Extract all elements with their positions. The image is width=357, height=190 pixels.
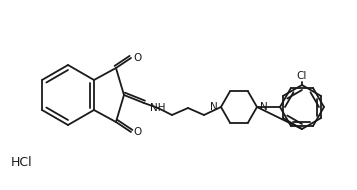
Text: N: N: [210, 102, 218, 112]
Text: HCl: HCl: [11, 155, 33, 169]
Text: N: N: [260, 102, 268, 112]
Text: O: O: [133, 53, 141, 63]
Text: O: O: [133, 127, 141, 137]
Text: NH: NH: [150, 103, 166, 113]
Text: Cl: Cl: [297, 71, 307, 81]
